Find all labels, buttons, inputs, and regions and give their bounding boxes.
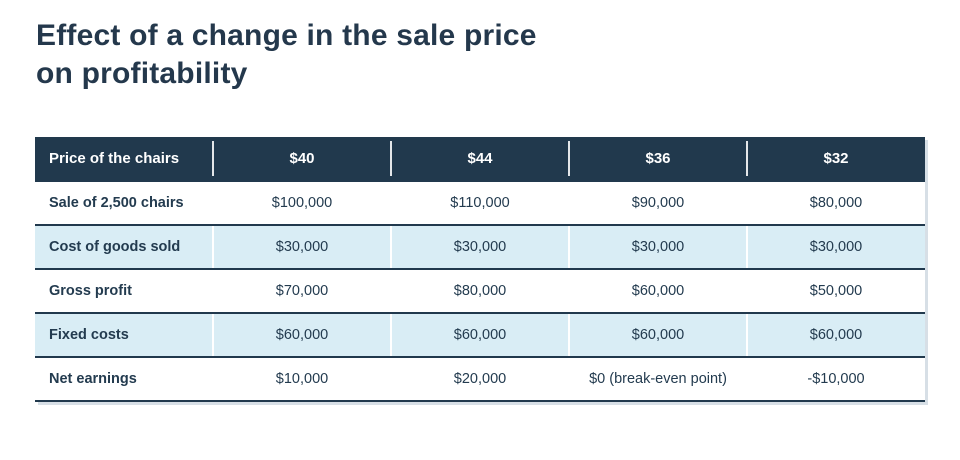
row-label: Cost of goods sold: [49, 239, 181, 255]
cell-value: $60,000: [631, 283, 685, 299]
cell-value: $80,000: [453, 283, 507, 299]
cell-value: $100,000: [271, 195, 333, 211]
cell-value: $20,000: [453, 371, 507, 387]
cell-value: $30,000: [746, 226, 925, 268]
header-price-cell: $40: [212, 137, 391, 180]
cell-value: $60,000: [390, 314, 569, 356]
cell-value: $0 (break-even point): [589, 371, 727, 387]
cell-value: $50,000: [809, 283, 863, 299]
cell-value: $30,000: [390, 226, 569, 268]
cell-value: $70,000: [275, 283, 329, 299]
cell-value: $10,000: [275, 371, 329, 387]
page-title-line1: Effect of a change in the sale price: [36, 19, 537, 52]
table-row-cogs: Cost of goods sold $30,000 $30,000 $30,0…: [35, 226, 925, 270]
row-label: Net earnings: [49, 371, 137, 387]
row-label: Sale of 2,500 chairs: [49, 195, 184, 211]
cell-value: $60,000: [212, 314, 391, 356]
header-label-cell: Price of the chairs: [49, 150, 180, 167]
cell-value: -$10,000: [807, 371, 865, 387]
table-row-sales: Sale of 2,500 chairs $100,000 $110,000 $…: [35, 182, 925, 226]
profitability-table: Price of the chairs $40 $44 $36 $32 Sale…: [35, 137, 925, 402]
cell-value: $60,000: [568, 314, 747, 356]
header-price-cell: $44: [390, 137, 569, 180]
cell-value: $90,000: [631, 195, 685, 211]
page-title: Effect of a change in the sale price on p…: [36, 17, 537, 93]
row-label: Fixed costs: [49, 327, 129, 343]
cell-value: $30,000: [212, 226, 391, 268]
cell-value: $60,000: [746, 314, 925, 356]
table-row-fixed-costs: Fixed costs $60,000 $60,000 $60,000 $60,…: [35, 314, 925, 358]
header-price-cell: $36: [568, 137, 747, 180]
table-row-gross-profit: Gross profit $70,000 $80,000 $60,000 $50…: [35, 270, 925, 314]
row-label: Gross profit: [49, 283, 132, 299]
table-header-row: Price of the chairs $40 $44 $36 $32: [35, 137, 925, 182]
table-row-net-earnings: Net earnings $10,000 $20,000 $0 (break-e…: [35, 358, 925, 402]
cell-value: $80,000: [809, 195, 863, 211]
cell-value: $110,000: [450, 195, 510, 211]
page-title-line2: on profitability: [36, 57, 248, 90]
cell-value: $30,000: [568, 226, 747, 268]
header-price-cell: $32: [746, 137, 925, 180]
